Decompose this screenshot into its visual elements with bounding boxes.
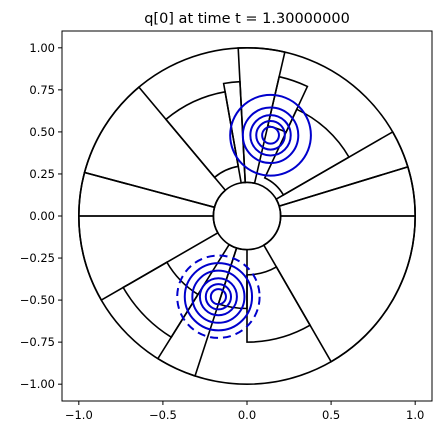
contour-1-level-4 [183,262,254,332]
mesh-patch-13 [246,265,312,343]
y-tick-label: 0.25 [29,167,55,181]
contour-1-level-3 [191,269,246,324]
mesh-patch-4 [237,47,286,185]
mesh-patch-2 [263,108,351,197]
chart-title: q[0] at time t = 1.30000000 [144,11,350,27]
mesh-patch-7 [83,86,227,209]
mesh-patch-9 [78,215,219,302]
y-tick-label: 0.50 [29,125,55,139]
contour-1-level-0 [209,288,227,306]
mesh-patch-11 [156,243,238,377]
x-tick-label: 1.0 [406,408,424,422]
x-axis: −1.0 −0.5 0.0 0.5 1.0 [65,401,424,422]
x-tick-label: −0.5 [149,408,177,422]
x-tick-label: 0.0 [238,408,256,422]
y-tick-label: −0.75 [20,335,55,349]
contour-0-level-2 [249,114,292,157]
mesh-patch-5 [222,80,247,184]
y-axis: 1.00 0.75 0.50 0.25 0.00 −0.25 −0.50 −0.75 −1.00 [20,41,62,391]
y-tick-label: 0.00 [29,209,55,223]
contour-0-level-4 [229,93,312,177]
contour-1-level-2 [198,277,238,317]
mesh-patch-14 [262,215,416,363]
y-tick-label: −0.25 [20,251,55,265]
y-tick-label: −1.00 [20,377,55,391]
contour-0-level-0 [261,125,280,145]
mesh-patch-6 [164,90,240,179]
contour-0-level-1 [255,119,286,151]
y-tick-label: −0.50 [20,293,55,307]
mesh-patch-8 [78,171,216,217]
contour-1-level-5 [176,254,261,339]
mesh-patch-0 [278,165,416,217]
mesh-patch-10 [122,261,200,339]
contour-1-level-1 [204,283,233,311]
mesh-patch-1 [275,130,409,208]
x-tick-label: 0.5 [322,408,340,422]
contour-0-level-3 [241,106,300,165]
y-tick-label: 1.00 [29,41,55,55]
contour-lines [176,93,312,339]
x-tick-label: −1.0 [65,408,93,422]
y-tick-label: 0.75 [29,83,55,97]
mesh-lines [78,47,416,385]
